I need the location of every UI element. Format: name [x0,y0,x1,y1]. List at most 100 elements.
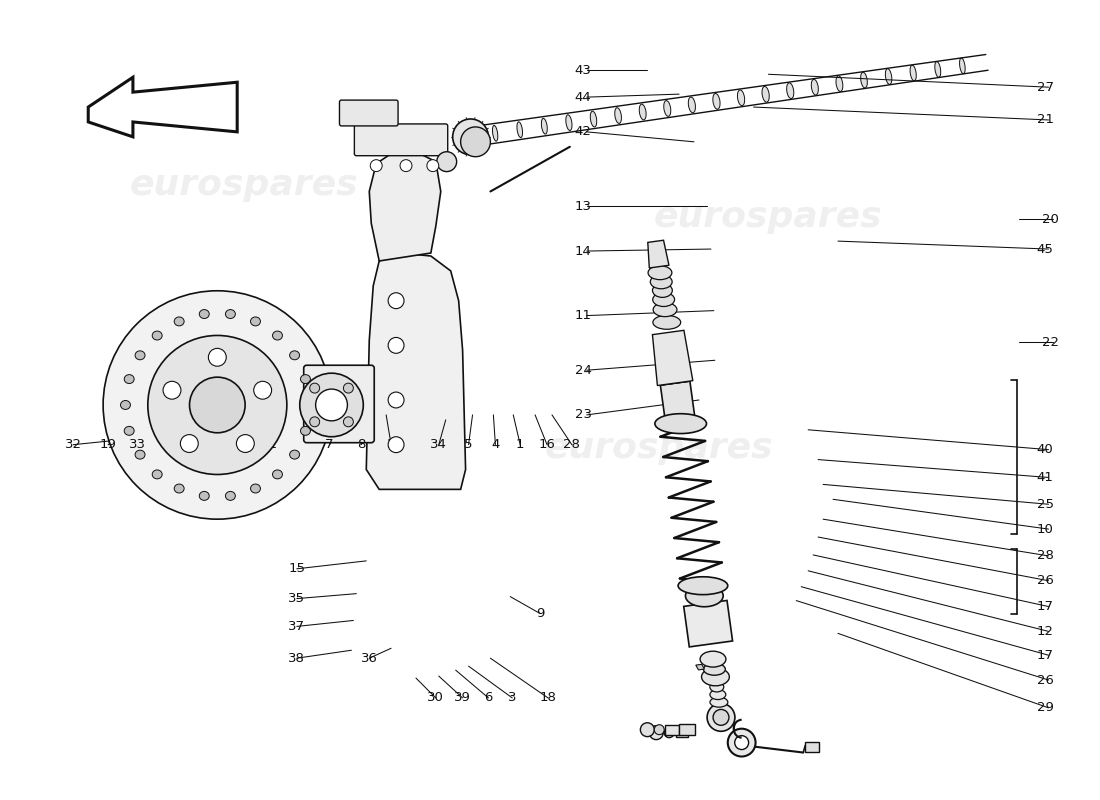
Text: 4: 4 [492,438,499,451]
Ellipse shape [135,351,145,360]
Polygon shape [648,240,669,268]
Text: 5: 5 [464,438,473,451]
Text: eurospares: eurospares [544,430,773,465]
Text: 27: 27 [1036,81,1054,94]
Ellipse shape [289,351,299,360]
Polygon shape [696,664,704,670]
Ellipse shape [591,111,596,127]
Circle shape [654,725,664,734]
Bar [676,729,688,737]
Ellipse shape [710,698,728,707]
Text: 20: 20 [1042,213,1058,226]
Text: eurospares: eurospares [130,169,359,202]
Ellipse shape [251,317,261,326]
Ellipse shape [493,126,498,141]
Text: 24: 24 [575,364,592,377]
Polygon shape [652,330,693,386]
Text: 42: 42 [575,126,592,138]
Bar [679,724,695,734]
Circle shape [649,726,663,740]
Polygon shape [366,253,465,490]
Polygon shape [654,341,690,385]
Text: 12: 12 [1036,625,1054,638]
Ellipse shape [124,374,134,383]
Text: 18: 18 [540,691,557,705]
Circle shape [147,335,287,474]
Ellipse shape [174,317,184,326]
Bar [666,725,679,734]
Ellipse shape [652,293,674,306]
Ellipse shape [836,76,843,91]
Ellipse shape [517,122,522,138]
Circle shape [189,377,245,433]
Text: 26: 26 [1036,574,1054,587]
Text: 32: 32 [65,438,81,451]
Text: 7: 7 [326,438,333,451]
Text: 37: 37 [288,620,306,633]
Text: 11: 11 [575,309,592,322]
Polygon shape [88,78,238,137]
Ellipse shape [648,266,672,280]
FancyBboxPatch shape [340,100,398,126]
Circle shape [400,160,412,171]
Ellipse shape [685,585,723,606]
Ellipse shape [762,86,769,102]
Ellipse shape [273,470,283,479]
Text: 28: 28 [563,438,581,451]
Text: 19: 19 [100,438,117,451]
Ellipse shape [289,450,299,459]
Ellipse shape [860,72,867,88]
Text: eurospares: eurospares [163,383,392,417]
Ellipse shape [652,283,672,298]
Text: 45: 45 [1036,242,1054,255]
Text: 31: 31 [262,438,278,451]
Text: 23: 23 [575,408,592,422]
Circle shape [299,373,363,437]
Text: 17: 17 [1036,600,1054,613]
Circle shape [163,382,180,399]
Text: 21: 21 [1036,114,1054,126]
Ellipse shape [886,69,892,85]
Circle shape [316,389,348,421]
Ellipse shape [305,401,315,410]
Ellipse shape [615,108,622,123]
Text: 44: 44 [575,90,592,104]
Circle shape [208,348,227,366]
Ellipse shape [174,484,184,493]
Circle shape [461,127,491,157]
Text: 17: 17 [1036,649,1054,662]
Circle shape [664,728,674,738]
Text: 8: 8 [358,438,365,451]
Text: 9: 9 [536,607,544,620]
Ellipse shape [704,663,725,675]
Text: 3: 3 [508,691,517,705]
Circle shape [371,160,382,171]
Text: 38: 38 [288,652,305,665]
Text: 16: 16 [539,438,556,451]
Ellipse shape [737,90,745,106]
Ellipse shape [702,668,729,686]
Bar [805,742,820,751]
Ellipse shape [713,94,721,110]
FancyBboxPatch shape [304,366,374,442]
Ellipse shape [910,65,916,81]
Ellipse shape [199,491,209,500]
Polygon shape [684,601,733,647]
Ellipse shape [226,491,235,500]
Text: 40: 40 [1036,443,1054,456]
Circle shape [180,434,198,453]
Text: 35: 35 [288,592,306,605]
Circle shape [254,382,272,399]
Circle shape [310,417,320,426]
Polygon shape [660,381,695,426]
Ellipse shape [135,450,145,459]
Ellipse shape [710,690,726,699]
Ellipse shape [152,470,162,479]
Circle shape [388,392,404,408]
Text: 15: 15 [288,562,306,575]
Text: 43: 43 [575,64,592,77]
Circle shape [707,669,724,685]
Text: 28: 28 [1036,550,1054,562]
Ellipse shape [199,310,209,318]
Ellipse shape [654,414,706,434]
